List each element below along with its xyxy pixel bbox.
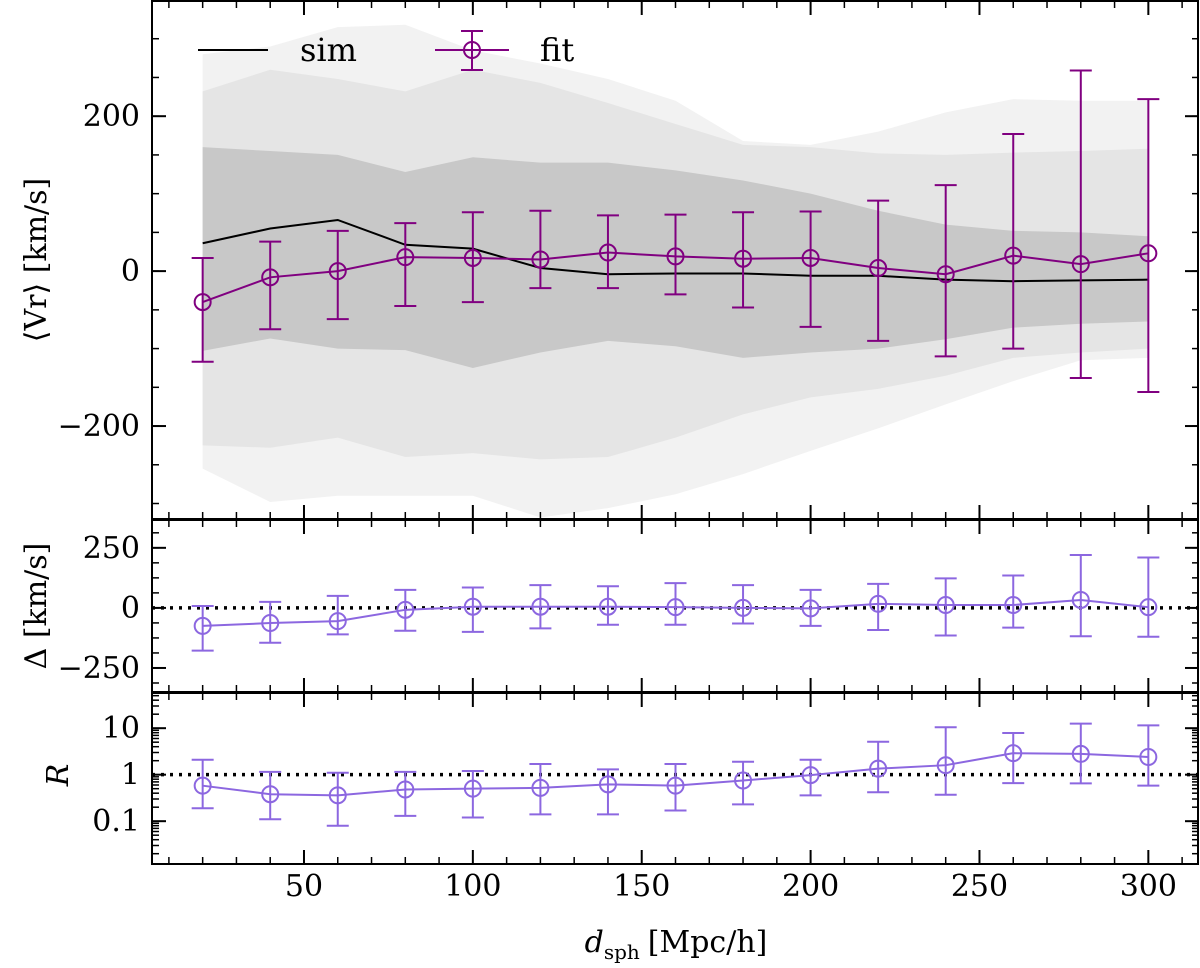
middle-y-ticks: −250 0 250 [58, 531, 1199, 686]
top-data-point [1069, 69, 1092, 380]
middle-data-point [191, 604, 214, 652]
middle-data-point [461, 586, 484, 633]
x-tick-labels: 50 100 150 200 250 300 [285, 869, 1177, 904]
middle-y-axis-label: Δ [km/s] [19, 543, 54, 670]
bottom-data-point [1002, 731, 1025, 785]
middle-y-tick-label: 250 [83, 531, 140, 566]
middle-data-point [867, 582, 890, 632]
middle-data-point [394, 588, 417, 632]
middle-panel: −250 0 250 [58, 519, 1199, 693]
x-tick-label: 100 [444, 869, 501, 904]
top-data-point [596, 214, 619, 290]
top-data-point [732, 211, 755, 309]
bottom-y-ticks: 0.1 1 10 [92, 691, 1199, 855]
top-data-point [394, 222, 417, 307]
middle-data-point [732, 584, 755, 625]
top-data-point [259, 240, 282, 331]
x-tick-label: 150 [613, 869, 670, 904]
top-data-point [664, 213, 687, 296]
bottom-data-point [259, 770, 282, 821]
bottom-data-point [934, 726, 957, 796]
bottom-data-point [1069, 722, 1092, 785]
middle-y-tick-label: 0 [121, 591, 140, 626]
top-y-tick-label: 0 [121, 254, 140, 289]
x-tick-label: 200 [782, 869, 839, 904]
bottom-data-point [529, 762, 552, 816]
legend-sim-label: sim [300, 31, 357, 69]
middle-data-point [664, 582, 687, 626]
top-data-point [1137, 98, 1160, 393]
legend-fit-label: fit [540, 31, 574, 69]
bottom-data-point [664, 762, 687, 812]
bottom-data-point [191, 758, 214, 810]
legend-fit-marker [435, 30, 509, 71]
middle-data-point [1069, 554, 1092, 638]
bottom-data-point [461, 770, 484, 819]
legend: sim fit [198, 30, 574, 71]
bottom-data-point [799, 758, 822, 797]
x-tick-label: 300 [1120, 869, 1177, 904]
bottom-x-ticks [168, 693, 1183, 864]
top-data-point [799, 210, 822, 328]
bottom-data-point [596, 768, 619, 816]
top-panel: −200 0 200 [58, 0, 1199, 520]
bottom-data-point [732, 760, 755, 806]
top-data-point [529, 209, 552, 290]
middle-data-point [529, 584, 552, 630]
bottom-panel: 0.1 1 10 [92, 691, 1199, 865]
top-y-tick-label: 200 [83, 99, 140, 134]
bottom-y-axis-label: R [41, 764, 76, 788]
middle-data-point [934, 577, 957, 637]
bottom-y-tick-label: 1 [121, 758, 140, 793]
middle-data-point [326, 594, 349, 636]
top-data-point [326, 229, 349, 321]
x-axis-label: dsph [Mpc/h] [585, 925, 768, 964]
bottom-y-tick-label: 10 [102, 711, 140, 746]
top-data-point [461, 211, 484, 304]
middle-data-point [799, 588, 822, 627]
top-data-point [934, 184, 957, 358]
middle-x-ticks [168, 520, 1183, 692]
top-y-axis-label: ⟨Vr⟩ [km/s] [19, 178, 54, 343]
bottom-data-point [1137, 724, 1160, 787]
bottom-data-point [867, 740, 890, 794]
middle-y-tick-label: −250 [58, 651, 140, 686]
top-data-point [1002, 133, 1025, 350]
top-y-ticks: −200 0 200 [58, 0, 1199, 505]
bottom-y-tick-label: 0.1 [92, 804, 140, 839]
x-tick-label: 50 [285, 869, 323, 904]
middle-data-point [259, 600, 282, 644]
x-tick-label: 250 [951, 869, 1008, 904]
top-data-point [867, 199, 890, 342]
top-x-ticks [168, 1, 1183, 519]
bottom-data-point [326, 771, 349, 827]
middle-data-point [1002, 574, 1025, 629]
middle-data-point [596, 585, 619, 626]
top-y-tick-label: −200 [58, 409, 140, 444]
bottom-data-point [394, 770, 417, 817]
top-data-point [191, 256, 214, 363]
middle-data-point [1137, 556, 1160, 638]
